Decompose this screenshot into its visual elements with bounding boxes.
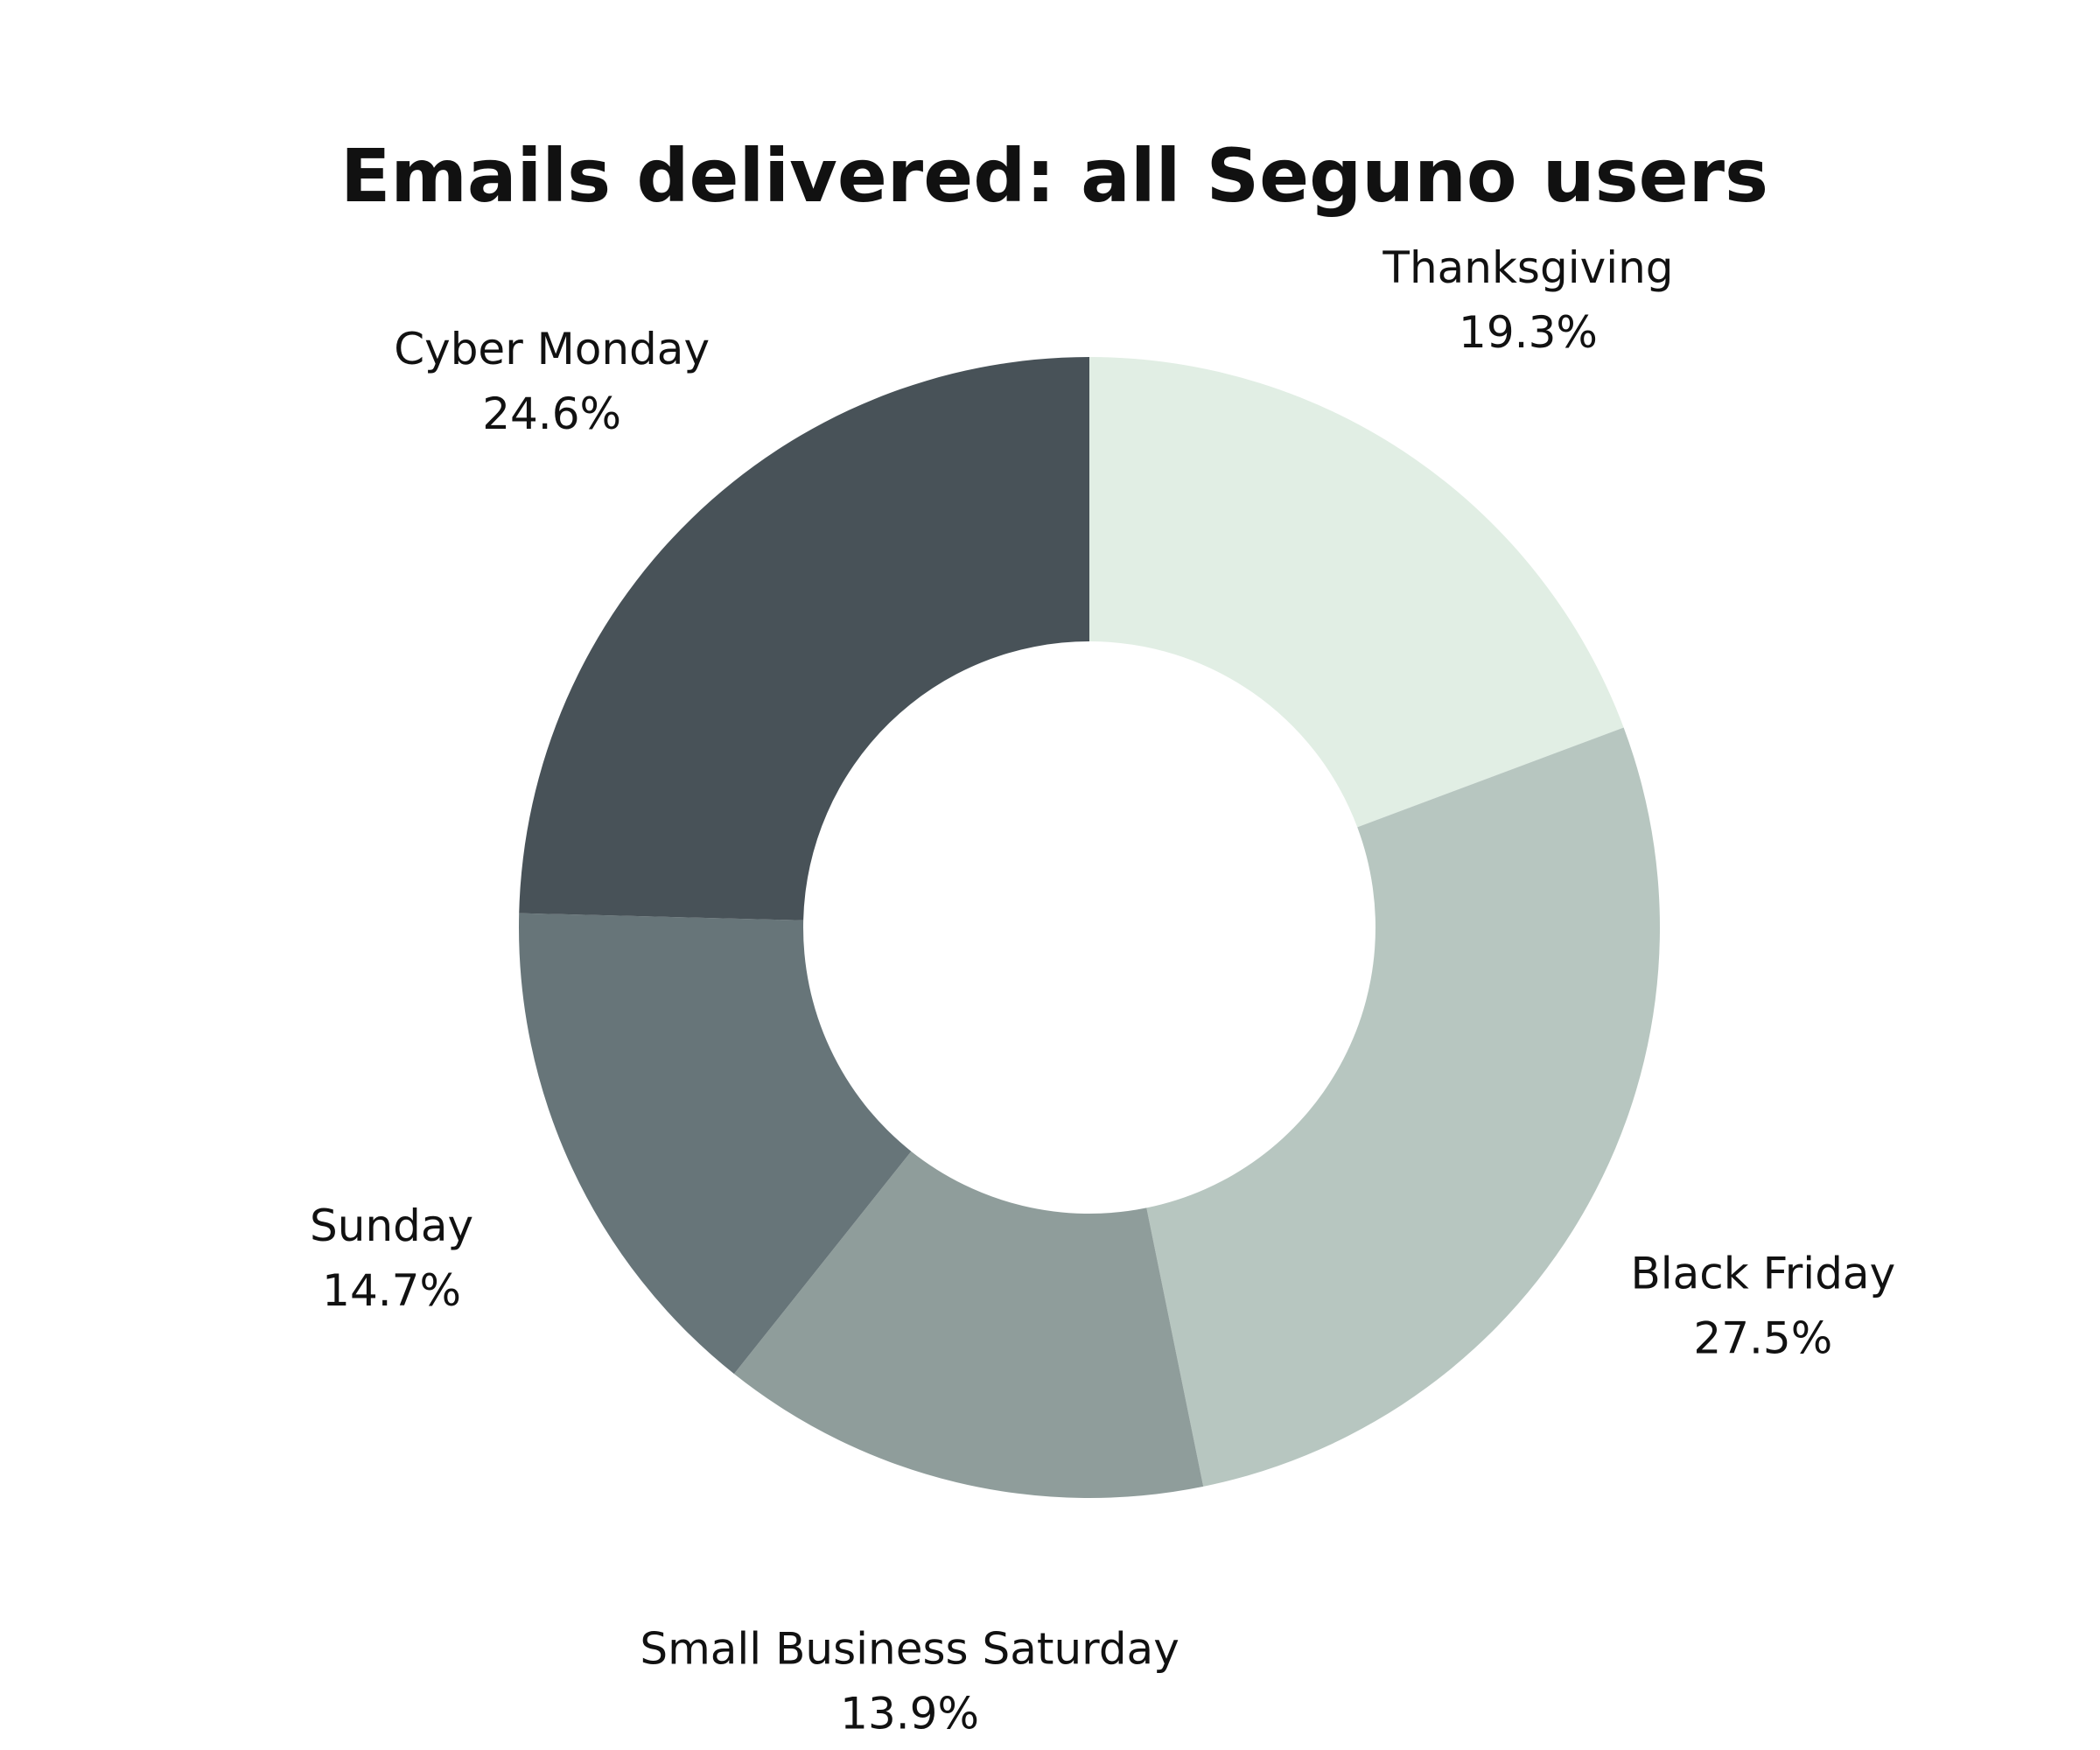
slice-label-sunday: Sunday [310, 1200, 473, 1251]
slice-cyber-monday [519, 357, 1089, 920]
slice-small-business-saturday [733, 1151, 1204, 1498]
slice-sunday [519, 913, 912, 1375]
slice-label-black-friday: Black Friday [1630, 1248, 1895, 1298]
slice-label-cyber-monday: Cyber Monday [394, 324, 710, 374]
slice-label-small-business-saturday: Small Business Saturday [640, 1624, 1179, 1675]
slice-labels: Thanksgiving 19.3% Black Friday 27.5% Small … [310, 242, 1895, 1740]
donut-slices [519, 357, 1660, 1498]
slice-value-cyber-monday: 24.6% [482, 388, 621, 439]
slice-value-small-business-saturday: 13.9% [840, 1689, 979, 1740]
slice-value-black-friday: 27.5% [1693, 1312, 1832, 1363]
slice-value-thanksgiving: 19.3% [1459, 307, 1598, 358]
slice-label-thanksgiving: Thanksgiving [1382, 242, 1673, 293]
chart-title: Emails delivered: all Seguno users [340, 133, 1768, 219]
slice-thanksgiving [1089, 357, 1624, 828]
slice-value-sunday: 14.7% [322, 1265, 461, 1316]
slice-black-friday [1146, 727, 1660, 1487]
